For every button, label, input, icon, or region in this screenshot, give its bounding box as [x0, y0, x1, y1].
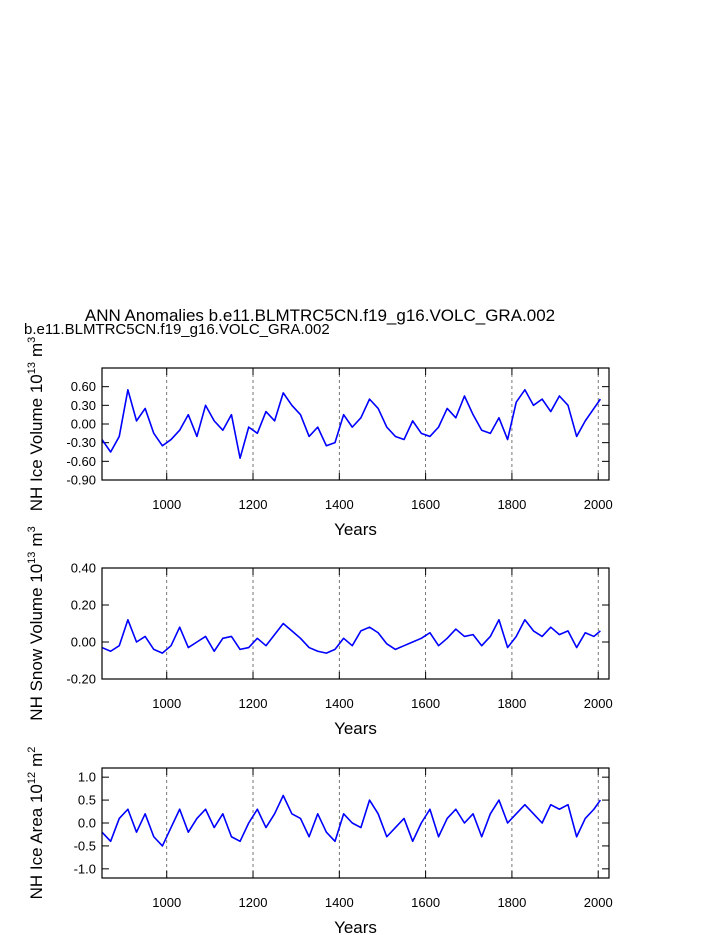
x-tick-label: 1800: [497, 497, 526, 512]
y-axis-label-exponent: 13: [26, 362, 38, 374]
y-axis-label-exponent: 3: [26, 337, 38, 343]
y-axis-label-part: m: [27, 753, 46, 767]
x-tick-label: 2000: [584, 895, 613, 910]
x-tick-label: 1400: [325, 696, 354, 711]
y-tick-label: 0.00: [71, 417, 96, 432]
y-axis-label-part: NH Snow Volume 10: [27, 564, 46, 721]
y-axis-label: NH Ice Area 1012 m2: [26, 747, 46, 900]
y-tick-label: -1.0: [74, 861, 96, 876]
plot-frame: [101, 767, 610, 879]
y-tick-label: 0.20: [71, 598, 96, 613]
y-tick-label: -0.90: [66, 473, 96, 488]
data-line: [101, 388, 602, 460]
x-axis-label: Years: [334, 520, 377, 539]
y-axis-label-part: NH Ice Volume 10: [27, 374, 46, 511]
chart-subtitle: b.e11.BLMTRC5CN.f19_g16.VOLC_GRA.002: [24, 321, 330, 338]
y-tick-label: 0.40: [71, 561, 96, 576]
y-axis-label-exponent: 3: [26, 526, 38, 532]
x-tick-label: 1000: [152, 696, 181, 711]
x-tick-label: 1600: [411, 497, 440, 512]
x-tick-label: 1000: [152, 497, 181, 512]
y-axis-label: NH Snow Volume 1013 m3: [26, 526, 46, 720]
y-tick-label: 0.00: [71, 635, 96, 650]
x-tick-label: 1600: [411, 696, 440, 711]
x-axis-label: Years: [334, 719, 377, 738]
x-tick-label: 1800: [497, 696, 526, 711]
x-axis-label: Years: [334, 918, 377, 935]
y-tick-label: 0.30: [71, 398, 96, 413]
y-axis-label-exponent: 2: [26, 747, 38, 753]
data-line: [101, 619, 601, 654]
y-tick-label: -0.20: [66, 672, 96, 687]
y-tick-label: 1.0: [78, 770, 96, 785]
x-tick-label: 1800: [497, 895, 526, 910]
y-axis-label-part: m: [27, 532, 46, 546]
x-tick-label: 1400: [325, 497, 354, 512]
x-tick-label: 1000: [152, 895, 181, 910]
x-tick-label: 1200: [239, 696, 268, 711]
x-tick-label: 1200: [239, 497, 268, 512]
y-axis-label: NH Ice Volume 1013 m3: [26, 337, 46, 512]
x-tick-label: 1400: [325, 895, 354, 910]
y-tick-label: 0.60: [71, 379, 96, 394]
x-tick-label: 2000: [584, 497, 613, 512]
y-axis-label-part: m: [27, 343, 46, 357]
y-axis-label-exponent: 12: [26, 772, 38, 784]
y-tick-label: -0.30: [66, 435, 96, 450]
chart-title: ANN Anomalies b.e11.BLMTRC5CN.f19_g16.VO…: [85, 306, 555, 325]
y-tick-label: -0.60: [66, 454, 96, 469]
data-line: [101, 794, 602, 847]
x-tick-label: 1200: [239, 895, 268, 910]
y-tick-label: -0.5: [74, 838, 96, 853]
y-axis-label-part: NH Ice Area 10: [27, 784, 46, 899]
y-axis-label-exponent: 13: [26, 552, 38, 564]
y-tick-label: 0.0: [78, 816, 96, 831]
plot-frame: [101, 567, 610, 680]
x-tick-label: 1600: [411, 895, 440, 910]
y-tick-label: 0.5: [78, 793, 96, 808]
plot-frame: [101, 367, 610, 481]
x-tick-label: 2000: [584, 696, 613, 711]
